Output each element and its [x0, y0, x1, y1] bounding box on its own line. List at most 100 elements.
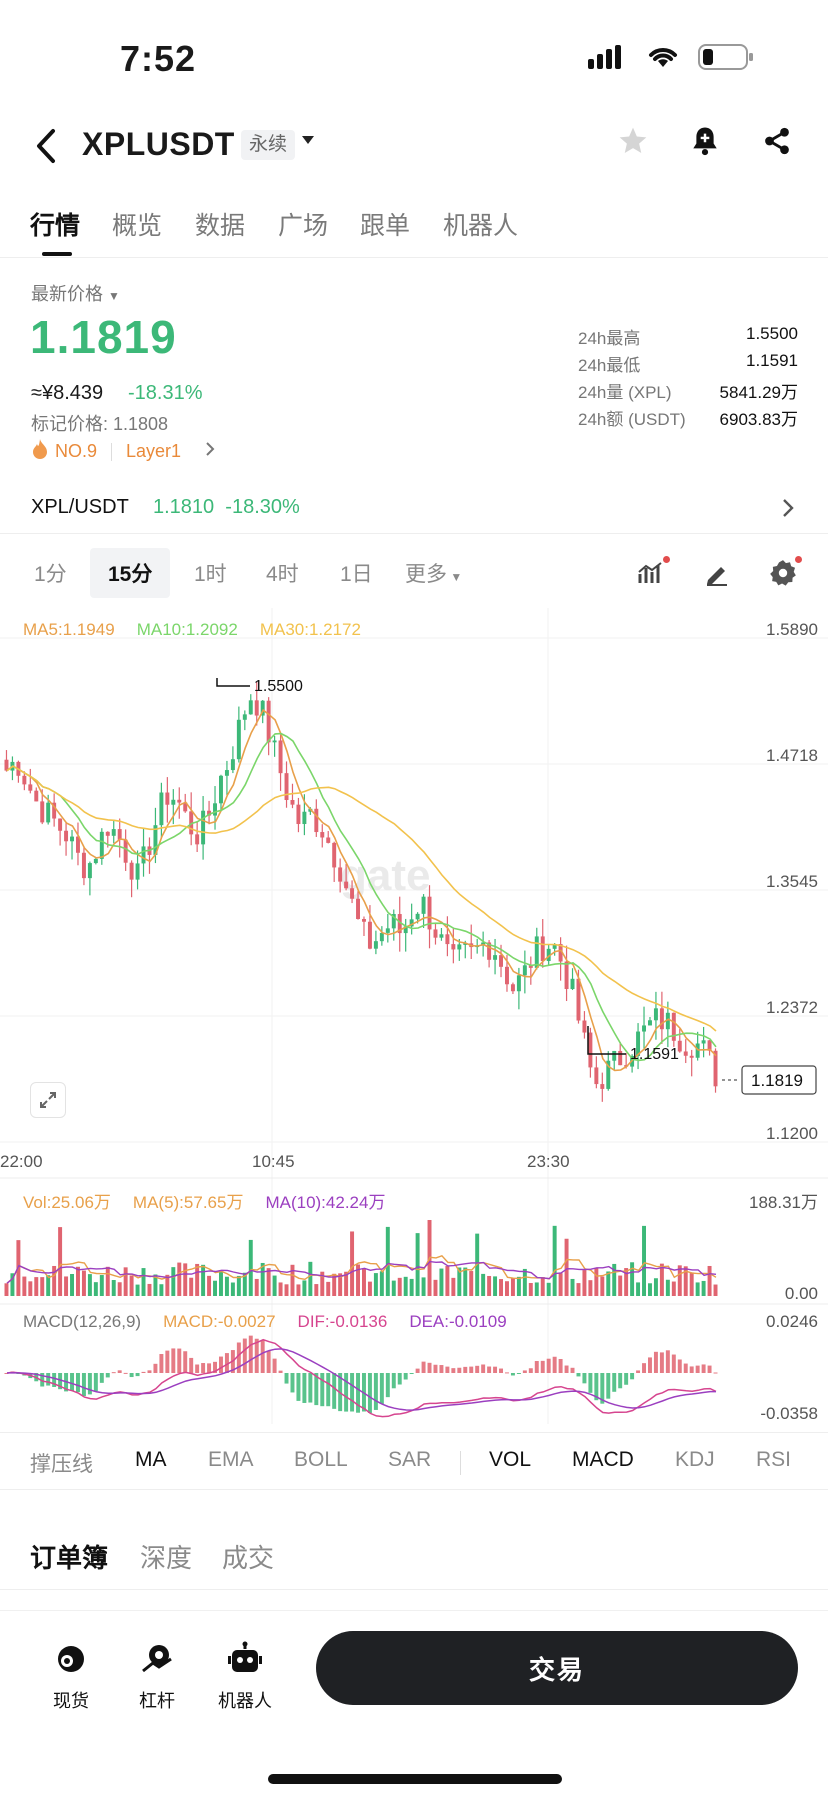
- nav-margin[interactable]: 杠杆: [122, 1639, 192, 1713]
- contract-type-badge[interactable]: 永续: [241, 130, 296, 160]
- macd-bar: [510, 1373, 515, 1376]
- candle-body: [93, 858, 98, 864]
- macd-bar: [195, 1364, 200, 1373]
- volume-bar: [278, 1282, 283, 1296]
- interval-more[interactable]: 更多 ▼: [405, 558, 462, 588]
- candle-body: [236, 719, 241, 760]
- price-cny: ≈¥8.439: [31, 382, 104, 404]
- volume-bar: [683, 1266, 688, 1296]
- price-type-selector[interactable]: 最新价格 ▼: [31, 280, 120, 306]
- indicator-boll[interactable]: BOLL: [294, 1448, 348, 1471]
- volume-bar: [332, 1273, 337, 1296]
- candle-body: [4, 759, 9, 771]
- macd-bar: [224, 1353, 229, 1373]
- indicator-ma[interactable]: MA: [135, 1448, 167, 1471]
- interval-15m[interactable]: 15分: [90, 548, 171, 598]
- symbol-title[interactable]: XPLUSDT: [82, 126, 235, 162]
- bell-plus-icon[interactable]: [688, 124, 722, 158]
- interval-4h[interactable]: 4时: [266, 563, 299, 586]
- volume-bar: [421, 1277, 426, 1296]
- trade-button[interactable]: 交易: [316, 1631, 798, 1705]
- macd-bar: [582, 1373, 587, 1384]
- volume-bar: [612, 1263, 617, 1296]
- tab-market[interactable]: 行情: [30, 212, 81, 240]
- candle-body: [290, 799, 295, 805]
- macd-bar: [493, 1366, 498, 1373]
- indicator-chart-icon[interactable]: [636, 556, 670, 588]
- candle-body: [117, 829, 122, 840]
- indicator-macd[interactable]: MACD: [572, 1448, 634, 1471]
- rank-row[interactable]: NO.9 Layer1: [31, 438, 215, 465]
- tab-order-book[interactable]: 订单簿: [30, 1543, 109, 1573]
- candle-body: [224, 770, 229, 776]
- macd-bar: [588, 1373, 593, 1393]
- macd-bar: [52, 1373, 57, 1387]
- nav-spot[interactable]: 现货: [36, 1639, 106, 1713]
- tab-square[interactable]: 广场: [278, 212, 329, 240]
- macd-bar: [248, 1335, 253, 1373]
- indicator-vol[interactable]: VOL: [489, 1448, 532, 1471]
- tab-copy-trading[interactable]: 跟单: [360, 212, 411, 240]
- spot-pair-row[interactable]: XPL/USDT 1.1810 -18.30%: [0, 486, 828, 534]
- stat-value: 5841.29万: [719, 383, 798, 402]
- chevron-right-icon: [782, 498, 794, 523]
- volume-bar: [546, 1282, 551, 1296]
- macd-bar: [117, 1370, 122, 1373]
- volume-bar: [451, 1277, 456, 1296]
- volume-bar: [129, 1275, 134, 1296]
- chart-area[interactable]: gate 1.5500 1.1591 1.1819 MA5:1.1949 MA1…: [0, 608, 828, 1424]
- indicator-sar[interactable]: SAR: [388, 1448, 432, 1471]
- indicator-ema[interactable]: EMA: [208, 1448, 254, 1471]
- volume-bar: [713, 1284, 718, 1296]
- share-icon[interactable]: [760, 124, 794, 158]
- wifi-icon: [646, 45, 680, 74]
- volume-bar: [648, 1283, 652, 1296]
- macd-bar: [594, 1373, 599, 1401]
- ma30-legend: MA30:1.2172: [259, 620, 361, 639]
- volume-bar: [219, 1271, 223, 1296]
- indicator-kdj[interactable]: KDJ: [675, 1448, 715, 1471]
- ma10-legend: MA10:1.2092: [136, 620, 238, 639]
- indicator-rsi[interactable]: RSI: [756, 1448, 792, 1471]
- volume-bar: [695, 1282, 700, 1296]
- nav-bots[interactable]: 机器人: [210, 1639, 280, 1713]
- interval-1h[interactable]: 1时: [194, 563, 227, 586]
- candle-body: [558, 944, 563, 962]
- star-icon[interactable]: [616, 124, 650, 158]
- tab-depth[interactable]: 深度: [140, 1543, 193, 1573]
- tab-bots[interactable]: 机器人: [443, 212, 519, 240]
- tab-overview[interactable]: 概览: [112, 212, 163, 240]
- volume-bar: [445, 1266, 450, 1296]
- interval-1d[interactable]: 1日: [340, 563, 373, 586]
- gear-icon[interactable]: [768, 556, 802, 588]
- candle-body: [665, 1012, 670, 1030]
- indicator-support-resistance[interactable]: 撑压线: [30, 1453, 93, 1476]
- stat-label: 24h额 (USDT): [578, 410, 686, 429]
- price-section: 最新价格 ▼ 1.1819 ≈¥8.439 -18.31% 标记价格: 1.18…: [0, 272, 828, 472]
- tab-data[interactable]: 数据: [195, 212, 246, 240]
- divider: [460, 1451, 461, 1475]
- robot-icon: [210, 1639, 280, 1679]
- time-axis-label: 22:00: [0, 1152, 43, 1171]
- expand-button[interactable]: [30, 1082, 66, 1118]
- back-button[interactable]: [22, 122, 70, 170]
- kline-chart[interactable]: gate 1.5500 1.1591 1.1819: [0, 608, 828, 1424]
- draw-pen-icon[interactable]: [702, 558, 732, 588]
- high-annotation: 1.5500: [216, 678, 303, 695]
- volume-bar: [46, 1275, 51, 1296]
- nav-spot-label: 现货: [53, 1691, 89, 1711]
- tab-trades[interactable]: 成交: [222, 1543, 275, 1573]
- chart-grid: [0, 608, 828, 1424]
- ma-line: [6, 732, 717, 1062]
- candle-body: [415, 913, 420, 920]
- volume-bar: [123, 1267, 128, 1296]
- macd-bar: [242, 1338, 247, 1373]
- caret-down-icon[interactable]: [300, 132, 316, 153]
- macd-bar: [87, 1373, 92, 1395]
- candle-body: [165, 792, 170, 805]
- interval-1m[interactable]: 1分: [34, 563, 67, 586]
- candle-body: [713, 1050, 718, 1087]
- macd-bar: [564, 1365, 569, 1373]
- volume-bar: [22, 1276, 27, 1296]
- macd-bar: [99, 1373, 104, 1383]
